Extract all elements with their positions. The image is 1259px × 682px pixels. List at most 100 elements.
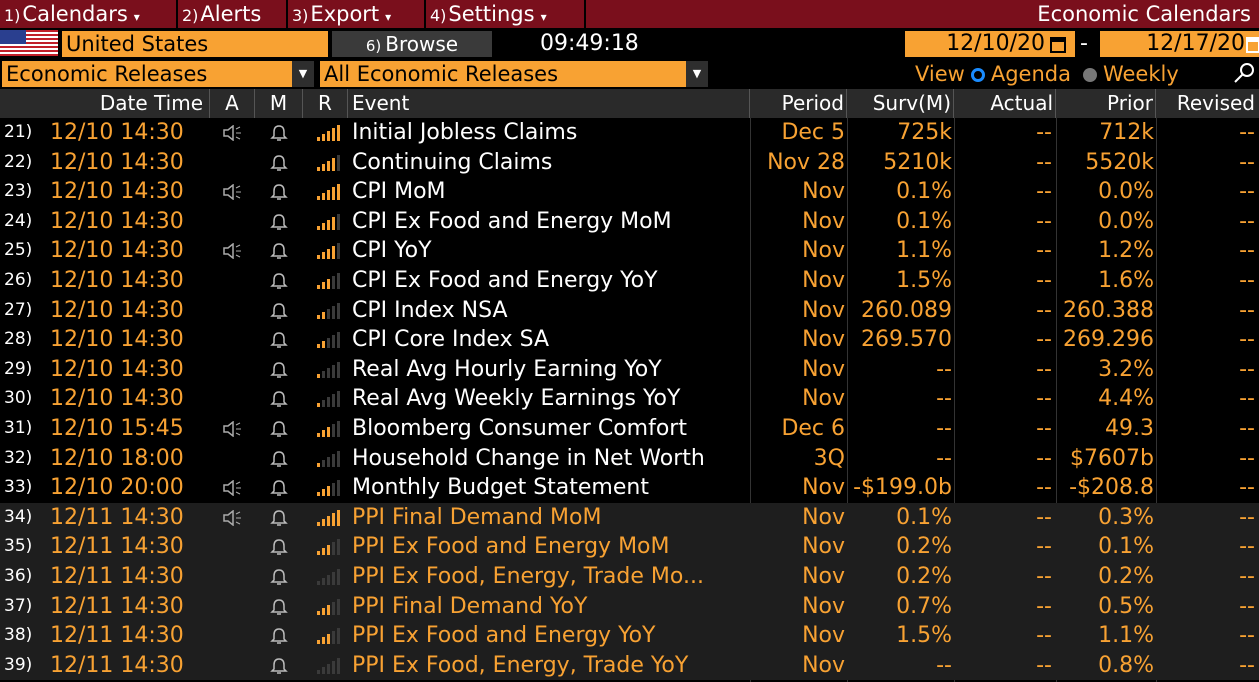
table-row[interactable]: 33) 12/10 20:00 Monthly Budget Statement No… [0, 473, 1259, 503]
row-event[interactable]: Real Avg Weekly Earnings YoY [352, 386, 681, 412]
row-event[interactable]: Household Change in Net Worth [352, 445, 705, 471]
col-relevance[interactable]: R [303, 89, 348, 118]
speaker-icon[interactable] [210, 118, 255, 148]
row-datetime: 12/10 14:30 [50, 238, 184, 264]
bell-icon[interactable] [255, 651, 303, 681]
row-datetime: 12/10 14:30 [50, 149, 184, 175]
bell-icon[interactable] [255, 355, 303, 385]
bell-icon[interactable] [255, 414, 303, 444]
date-from-field[interactable]: 12/10/20 [905, 31, 1075, 57]
bell-icon[interactable] [255, 621, 303, 651]
row-event[interactable]: CPI Core Index SA [352, 327, 550, 353]
table-row[interactable]: 23) 12/10 14:30 CPI MoM Nov 0.1% -- 0.0% -- [0, 177, 1259, 207]
row-datetime: 12/10 18:00 [50, 445, 184, 471]
row-event[interactable]: PPI Final Demand YoY [352, 593, 588, 619]
bell-icon[interactable] [255, 592, 303, 622]
table-row[interactable]: 29) 12/10 14:30 Real Avg Hourly Earning Yo… [0, 355, 1259, 385]
table-row[interactable]: 22) 12/10 14:30 Continuing Claims Nov 28 521… [0, 148, 1259, 178]
calendar-icon[interactable] [1246, 35, 1259, 53]
col-prior[interactable]: Prior [1056, 89, 1156, 118]
row-revised: -- [1239, 208, 1255, 234]
col-survey[interactable]: Surv(M) [847, 89, 954, 118]
chevron-down-icon[interactable]: ▼ [292, 61, 314, 87]
bell-icon[interactable] [255, 236, 303, 266]
bell-icon[interactable] [255, 562, 303, 592]
menu-alerts[interactable]: 2)Alerts [178, 0, 288, 28]
bell-icon[interactable] [255, 296, 303, 326]
calendar-icon[interactable] [1050, 35, 1066, 53]
bell-icon[interactable] [255, 384, 303, 414]
table-row[interactable]: 21) 12/10 14:30 Initial Jobless Claims Dec … [0, 118, 1259, 148]
table-row[interactable]: 30) 12/10 14:30 Real Avg Weekly Earnings Y… [0, 384, 1259, 414]
bell-icon[interactable] [255, 118, 303, 148]
row-event[interactable]: Continuing Claims [352, 149, 553, 175]
bell-icon[interactable] [255, 148, 303, 178]
row-event[interactable]: CPI Index NSA [352, 297, 508, 323]
row-event[interactable]: Bloomberg Consumer Comfort [352, 416, 687, 441]
col-event[interactable]: Event [348, 89, 750, 118]
menu-calendars[interactable]: 1)Calendars ▾ [0, 0, 178, 28]
bell-icon[interactable] [255, 532, 303, 562]
menu-export[interactable]: 3)Export ▾ [288, 0, 426, 28]
col-period[interactable]: Period [750, 89, 847, 118]
table-row[interactable]: 39) 12/11 14:30 PPI Ex Food, Energy, Trade… [0, 650, 1259, 681]
speaker-icon[interactable] [210, 236, 255, 266]
bell-icon[interactable] [255, 207, 303, 237]
table-row[interactable]: 24) 12/10 14:30 CPI Ex Food and Energy MoM… [0, 207, 1259, 237]
date-to-field[interactable]: 12/17/20 [1100, 31, 1259, 57]
radio-weekly[interactable] [1082, 68, 1097, 82]
row-event[interactable]: CPI YoY [352, 238, 432, 264]
weekly-label[interactable]: Weekly [1102, 62, 1179, 86]
table-row[interactable]: 25) 12/10 14:30 CPI YoY Nov 1.1% -- 1.2% -- [0, 236, 1259, 266]
row-revised: -- [1239, 179, 1255, 205]
release-type-dropdown[interactable]: Economic Releases [2, 61, 292, 87]
relevance-indicator [317, 598, 348, 615]
col-actual[interactable]: Actual [954, 89, 1056, 118]
row-prior: 269.296 [1063, 327, 1154, 353]
table-row[interactable]: 34) 12/11 14:30 PPI Final Demand MoM Nov 0.1… [0, 502, 1259, 533]
row-event[interactable]: CPI MoM [352, 179, 446, 205]
bell-icon[interactable] [255, 266, 303, 296]
col-audio[interactable]: A [210, 89, 255, 118]
table-row[interactable]: 35) 12/11 14:30 PPI Ex Food and Energy MoM… [0, 532, 1259, 562]
bell-icon[interactable] [255, 473, 303, 503]
table-row[interactable]: 28) 12/10 14:30 CPI Core Index SA Nov 269.57… [0, 325, 1259, 355]
radio-agenda[interactable] [970, 68, 985, 82]
row-event[interactable]: PPI Final Demand MoM [352, 504, 602, 530]
speaker-icon[interactable] [210, 503, 255, 533]
col-datetime[interactable]: Date Time [0, 89, 210, 118]
table-row[interactable]: 38) 12/11 14:30 PPI Ex Food and Energy YoY… [0, 621, 1259, 651]
table-row[interactable]: 31) 12/10 15:45 Bloomberg Consumer Comfort… [0, 414, 1259, 444]
zoom-icon[interactable] [1233, 62, 1257, 88]
bell-icon[interactable] [255, 503, 303, 533]
table-row[interactable]: 36) 12/11 14:30 PPI Ex Food, Energy, Trade… [0, 562, 1259, 592]
audio-empty [210, 621, 255, 651]
table-row[interactable]: 26) 12/10 14:30 CPI Ex Food and Energy YoY… [0, 266, 1259, 296]
table-row[interactable]: 32) 12/10 18:00 Household Change in Net Wo… [0, 444, 1259, 474]
speaker-icon[interactable] [210, 473, 255, 503]
col-monitor[interactable]: M [255, 89, 303, 118]
bell-icon[interactable] [255, 177, 303, 207]
row-event[interactable]: CPI Ex Food and Energy YoY [352, 268, 658, 293]
row-event[interactable]: PPI Ex Food and Energy MoM [352, 534, 670, 560]
chevron-down-icon[interactable]: ▼ [686, 61, 708, 87]
agenda-label[interactable]: Agenda [990, 62, 1071, 86]
browse-button[interactable]: 6) Browse [332, 31, 492, 57]
bell-icon[interactable] [255, 325, 303, 355]
table-row[interactable]: 27) 12/10 14:30 CPI Index NSA Nov 260.089 -- 2… [0, 296, 1259, 326]
speaker-icon[interactable] [210, 414, 255, 444]
row-event[interactable]: PPI Ex Food, Energy, Trade Mo... [352, 564, 704, 589]
bell-icon[interactable] [255, 444, 303, 474]
table-row[interactable]: 37) 12/11 14:30 PPI Final Demand YoY Nov 0.7… [0, 591, 1259, 622]
row-event[interactable]: PPI Ex Food, Energy, Trade YoY [352, 652, 689, 678]
row-event[interactable]: Real Avg Hourly Earning YoY [352, 356, 662, 382]
col-revised[interactable]: Revised [1176, 91, 1255, 115]
country-field[interactable]: United States [62, 31, 328, 57]
speaker-icon[interactable] [210, 177, 255, 207]
row-event[interactable]: Monthly Budget Statement [352, 475, 649, 501]
row-event[interactable]: CPI Ex Food and Energy MoM [352, 208, 672, 234]
row-event[interactable]: Initial Jobless Claims [352, 120, 578, 145]
row-event[interactable]: PPI Ex Food and Energy YoY [352, 623, 656, 649]
release-filter-dropdown[interactable]: All Economic Releases [320, 61, 686, 87]
menu-settings[interactable]: 4)Settings ▾ [426, 0, 586, 28]
